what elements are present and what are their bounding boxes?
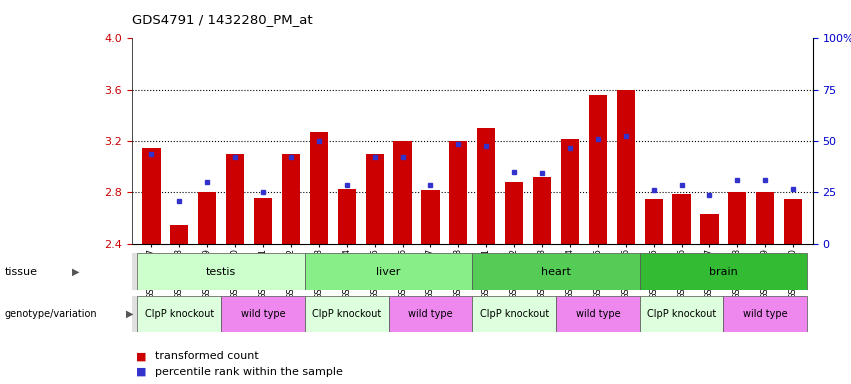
- Bar: [617, 90, 635, 244]
- Bar: [533, 177, 551, 244]
- Bar: [305, 253, 472, 290]
- Bar: [449, 141, 467, 244]
- Text: testis: testis: [206, 266, 237, 277]
- Text: transformed count: transformed count: [155, 351, 259, 361]
- Bar: [389, 296, 472, 332]
- Text: wild type: wild type: [743, 309, 787, 319]
- Bar: [254, 198, 272, 244]
- Text: ClpP knockout: ClpP knockout: [647, 309, 717, 319]
- Bar: [472, 253, 640, 290]
- Text: ■: ■: [136, 367, 146, 377]
- Text: percentile rank within the sample: percentile rank within the sample: [155, 367, 343, 377]
- Bar: [561, 139, 579, 244]
- Bar: [640, 253, 807, 290]
- Bar: [700, 214, 718, 244]
- Bar: [142, 147, 161, 244]
- Text: ▶: ▶: [72, 267, 80, 277]
- Bar: [198, 192, 216, 244]
- Bar: [556, 296, 640, 332]
- Bar: [723, 296, 807, 332]
- Text: wild type: wild type: [408, 309, 453, 319]
- Bar: [226, 154, 244, 244]
- Text: ▶: ▶: [126, 309, 134, 319]
- Text: tissue: tissue: [4, 267, 37, 277]
- Text: brain: brain: [709, 266, 738, 277]
- Bar: [305, 296, 389, 332]
- Bar: [421, 190, 439, 244]
- Bar: [672, 194, 691, 244]
- Bar: [640, 296, 723, 332]
- Text: ■: ■: [136, 351, 146, 361]
- Text: wild type: wild type: [575, 309, 620, 319]
- Bar: [170, 225, 188, 244]
- Bar: [589, 95, 607, 244]
- Bar: [138, 253, 305, 290]
- Bar: [138, 296, 221, 332]
- Text: GDS4791 / 1432280_PM_at: GDS4791 / 1432280_PM_at: [132, 13, 312, 26]
- Bar: [728, 192, 746, 244]
- Bar: [505, 182, 523, 244]
- Bar: [282, 154, 300, 244]
- Bar: [221, 296, 305, 332]
- Text: ClpP knockout: ClpP knockout: [312, 309, 381, 319]
- Bar: [644, 199, 663, 244]
- Bar: [393, 141, 412, 244]
- Text: ClpP knockout: ClpP knockout: [479, 309, 549, 319]
- Text: heart: heart: [541, 266, 571, 277]
- Text: wild type: wild type: [241, 309, 285, 319]
- Bar: [784, 199, 802, 244]
- Text: genotype/variation: genotype/variation: [4, 309, 97, 319]
- Bar: [757, 192, 774, 244]
- Text: ClpP knockout: ClpP knockout: [145, 309, 214, 319]
- Bar: [477, 128, 495, 244]
- Text: liver: liver: [376, 266, 401, 277]
- Bar: [310, 132, 328, 244]
- Bar: [366, 154, 384, 244]
- Bar: [472, 296, 556, 332]
- Bar: [338, 189, 356, 244]
